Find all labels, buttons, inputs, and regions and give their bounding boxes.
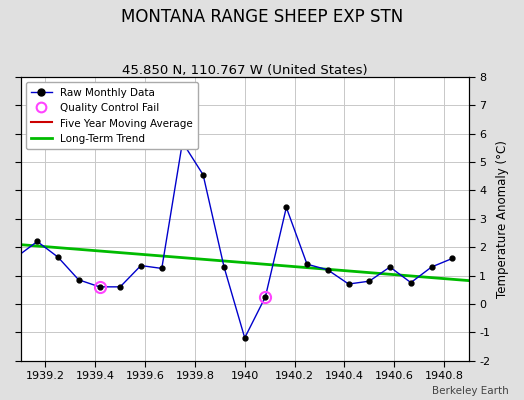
Text: MONTANA RANGE SHEEP EXP STN: MONTANA RANGE SHEEP EXP STN	[121, 8, 403, 26]
Y-axis label: Temperature Anomaly (°C): Temperature Anomaly (°C)	[496, 140, 509, 298]
Legend: Raw Monthly Data, Quality Control Fail, Five Year Moving Average, Long-Term Tren: Raw Monthly Data, Quality Control Fail, …	[26, 82, 198, 149]
Title: 45.850 N, 110.767 W (United States): 45.850 N, 110.767 W (United States)	[122, 64, 367, 77]
Text: Berkeley Earth: Berkeley Earth	[432, 386, 508, 396]
